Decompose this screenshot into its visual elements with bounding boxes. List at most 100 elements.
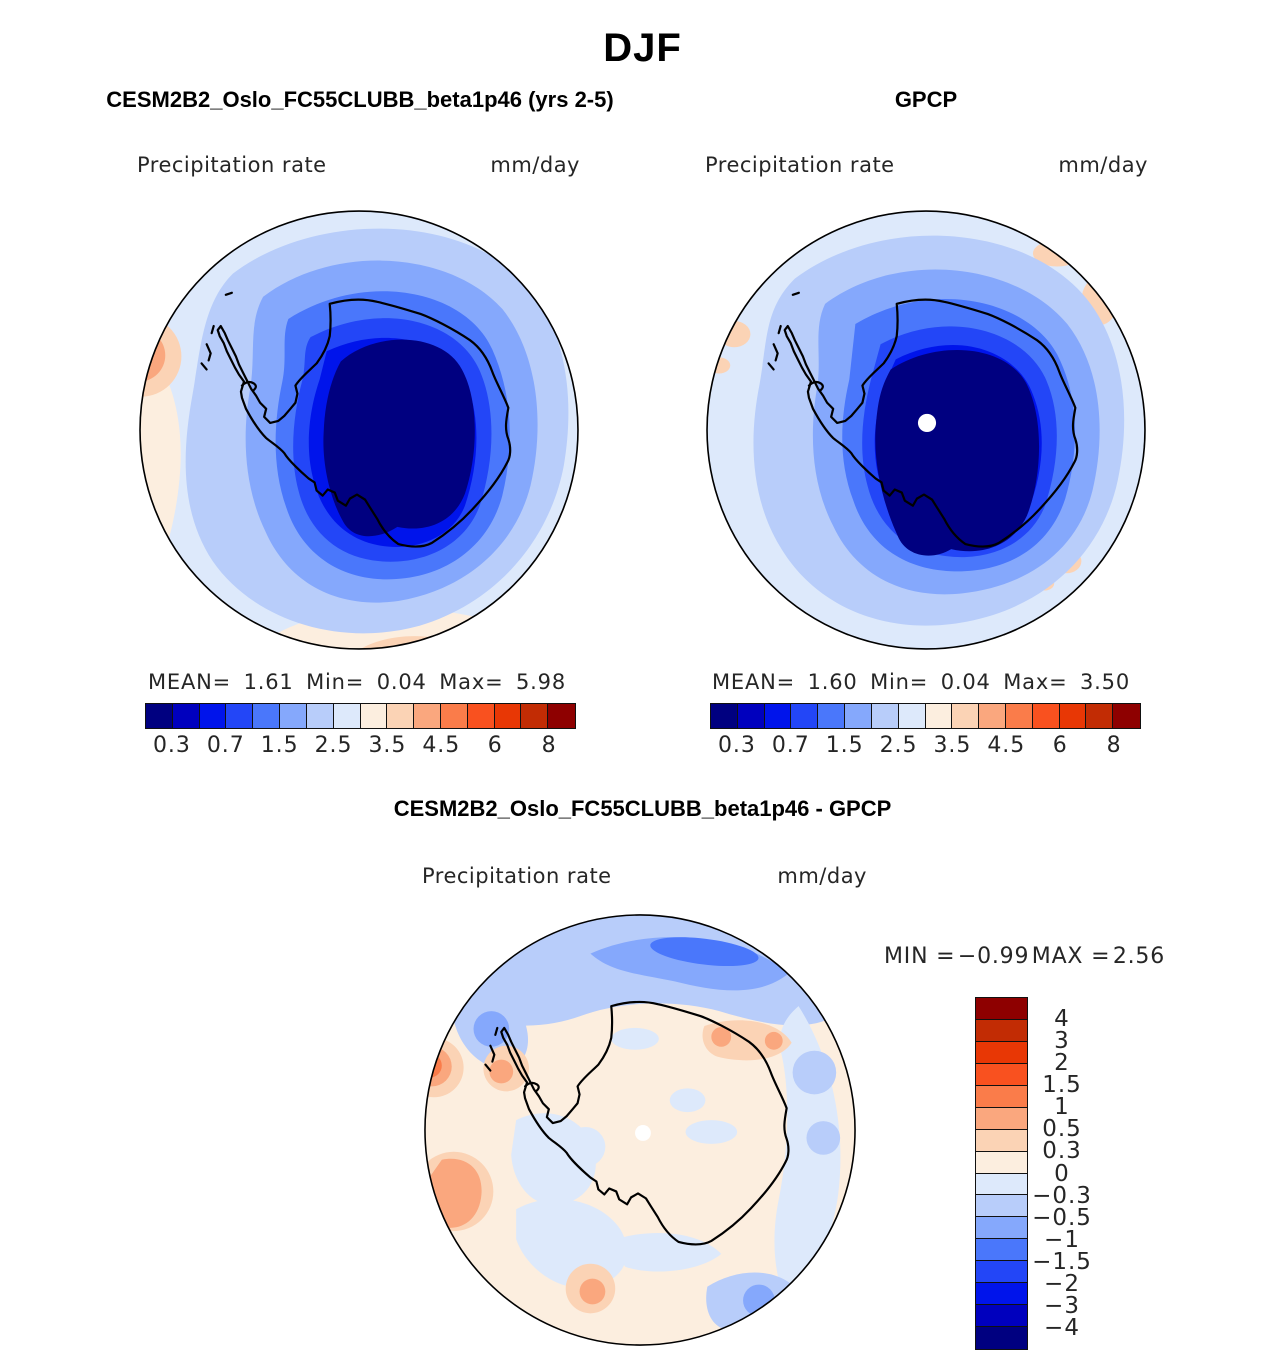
colorbar-cell <box>975 1062 1028 1087</box>
max-value: 5.98 <box>516 670 566 694</box>
units-label: mm/day <box>490 153 580 177</box>
island-mark <box>210 324 215 335</box>
colorbar-tick-label: 2 <box>1054 1050 1070 1077</box>
colorbar-tick-label: 0.7 <box>206 733 245 758</box>
colorbar-cell <box>975 997 1028 1021</box>
colorbar-tick-label: 2.5 <box>314 733 353 758</box>
colorbar-obs <box>710 703 1141 729</box>
colorbar-cell <box>790 703 820 729</box>
colorbar-cell <box>975 1084 1028 1109</box>
island-mark <box>767 362 775 371</box>
max-label: MAX = <box>1031 944 1111 969</box>
colorbar-cell <box>736 703 766 729</box>
colorbar-cell <box>171 703 201 729</box>
island-mark <box>777 324 782 335</box>
colorbar-cell <box>975 1194 1028 1219</box>
colorbar-tick-label: 8 <box>541 733 557 758</box>
colorbar-cell <box>975 1304 1028 1328</box>
colorbar-cell <box>975 1260 1028 1285</box>
island-mark <box>224 291 233 296</box>
island-mark <box>205 343 212 362</box>
field-row-model: Precipitation rate mm/day <box>137 153 580 177</box>
colorbar-tick-label: 0.7 <box>771 733 810 758</box>
panel-title-obs: GPCP <box>894 87 958 112</box>
colorbar-cell <box>359 703 389 729</box>
colorbar-model <box>145 703 576 729</box>
colorbar-cell <box>975 1282 1028 1307</box>
colorbar-cell <box>1004 703 1034 729</box>
island-mark <box>200 362 208 371</box>
colorbar-cell <box>924 703 954 729</box>
colorbar-tick-label: −2 <box>1044 1270 1080 1297</box>
antarctica-coastline <box>216 298 512 548</box>
colorbar-cell <box>844 703 873 729</box>
colorbar-cell <box>975 1216 1028 1241</box>
colorbar-obs-ticks: 0.3 0.7 1.5 2.5 3.5 4.5 6 8 <box>710 733 1141 763</box>
min-label: MIN = <box>884 944 956 969</box>
colorbar-cell <box>145 703 174 729</box>
stats-obs: MEAN= 1.60 Min= 0.04 Max= 3.50 <box>712 670 1130 694</box>
colorbar-cell <box>305 703 335 729</box>
colorbar-tick-label: −0.5 <box>1032 1204 1092 1231</box>
colorbar-cell <box>710 703 739 729</box>
pole-data-hole-dot <box>635 1125 651 1141</box>
colorbar-tick-label: 3 <box>1054 1028 1070 1055</box>
pole-data-hole-dot <box>917 413 937 433</box>
precip-max-core <box>323 339 475 537</box>
colorbar-cell <box>198 703 228 729</box>
map-model <box>139 210 579 650</box>
colorbar-tick-label: 0.5 <box>1042 1116 1082 1143</box>
colorbar-tick-label: 0.3 <box>152 733 191 758</box>
precip-max-core <box>875 349 1040 556</box>
colorbar-cell <box>951 703 981 729</box>
figure-title: DJF <box>603 26 682 70</box>
colorbar-tick-label: −1 <box>1044 1226 1080 1253</box>
min-value: 0.04 <box>376 670 427 694</box>
colorbar-cell <box>332 703 362 729</box>
colorbar-cell <box>817 703 846 729</box>
colorbar-tick-label: 3.5 <box>368 733 407 758</box>
ice-shelf-squiggle <box>807 380 824 392</box>
island-mark <box>484 1063 492 1072</box>
colorbar-cell <box>279 703 308 729</box>
max-value: 3.50 <box>1080 670 1130 694</box>
colorbar-tick-label: 4 <box>1054 1006 1070 1033</box>
field-row-diff: Precipitation rate mm/day <box>422 864 867 888</box>
mean-value: 1.61 <box>243 670 294 694</box>
stats-model: MEAN= 1.61 Min= 0.04 Max= 5.98 <box>148 670 566 694</box>
min-value: −0.99 <box>957 944 1030 969</box>
colorbar-cell <box>978 703 1007 729</box>
colorbar-tick-label: 1.5 <box>1042 1072 1082 1099</box>
colorbar-cell <box>975 1172 1028 1197</box>
antarctica-coastline <box>783 298 1079 548</box>
panel-title-diff: CESM2B2_Oslo_FC55CLUBB_beta1p46 - GPCP <box>393 796 892 821</box>
colorbar-diff-ticks: 4 3 2 1.5 1 0.5 0.3 0 −0.3 −0.5 −1 −1.5 −2 −3 −4 <box>1032 997 1092 1350</box>
colorbar-cell <box>386 703 416 729</box>
colorbar-cell <box>1058 703 1088 729</box>
colorbar-cell <box>975 1150 1028 1175</box>
colorbar-tick-label: 4.5 <box>422 733 461 758</box>
max-label: Max= <box>1003 670 1068 694</box>
mean-label: MEAN= <box>712 670 796 694</box>
colorbar-cell <box>225 703 255 729</box>
map-boundary-circle <box>706 210 1146 650</box>
units-label: mm/day <box>777 864 867 888</box>
colorbar-model-ticks: 0.3 0.7 1.5 2.5 3.5 4.5 6 8 <box>145 733 576 763</box>
colorbar-tick-label: 4.5 <box>987 733 1026 758</box>
island-mark <box>494 1026 499 1036</box>
colorbar-tick-label: 0.3 <box>717 733 756 758</box>
colorbar-tick-label: 2.5 <box>879 733 918 758</box>
colorbar-cell <box>1112 703 1141 729</box>
colorbar-tick-label: 0.3 <box>1042 1138 1082 1165</box>
colorbar-cell <box>975 1326 1028 1350</box>
map-boundary-circle <box>424 914 856 1346</box>
colorbar-cell <box>1085 703 1115 729</box>
colorbar-cell <box>466 703 496 729</box>
field-label: Precipitation rate <box>705 153 895 177</box>
colorbar-cell <box>252 703 281 729</box>
colorbar-tick-label: −3 <box>1044 1292 1080 1319</box>
island-mark <box>772 343 779 362</box>
mean-value: 1.60 <box>807 670 858 694</box>
ice-shelf-squiggle <box>240 380 257 392</box>
colorbar-cell <box>975 1238 1028 1263</box>
